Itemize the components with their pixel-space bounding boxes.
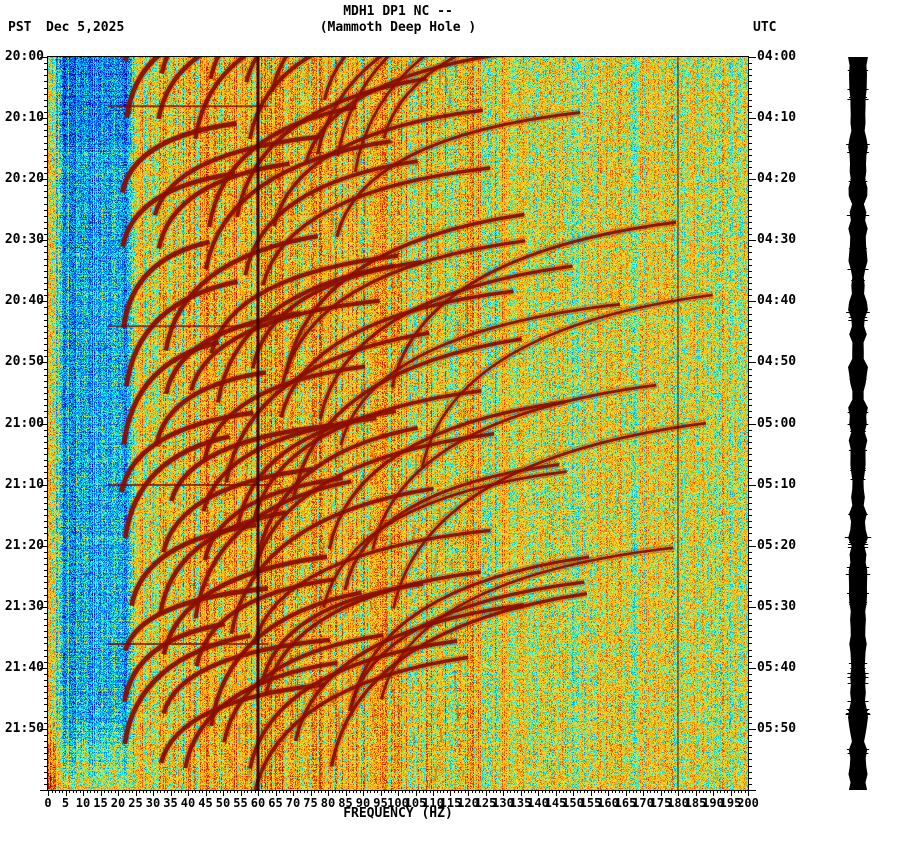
y-axis-label-right: 04:50 xyxy=(757,354,797,369)
x-axis-tick-label: 110 xyxy=(422,796,444,810)
x-axis-tick-label: 190 xyxy=(702,796,724,810)
y-axis-label-left: 21:40 xyxy=(4,660,44,675)
x-axis-tick-label: 145 xyxy=(544,796,567,810)
x-axis-tick-label: 100 xyxy=(387,796,409,810)
x-axis-tick-label: 70 xyxy=(285,796,301,810)
x-axis-tick-label: 170 xyxy=(632,796,654,810)
x-axis-tick-label: 50 xyxy=(215,796,231,810)
station-title: MDH1 DP1 NC -- xyxy=(343,4,453,19)
x-axis-tick-label: 195 xyxy=(719,796,742,810)
seismogram-trace-canvas xyxy=(843,57,873,790)
x-axis-tick-label: 140 xyxy=(527,796,549,810)
x-axis-tick-label: 65 xyxy=(268,796,283,810)
x-axis-title: FREQUENCY (HZ) xyxy=(343,806,453,821)
y-axis-label-left: 20:20 xyxy=(4,171,44,186)
x-axis-tick-label: 105 xyxy=(404,796,427,810)
x-axis-tick-label: 115 xyxy=(439,796,462,810)
x-axis-tick-label: 175 xyxy=(649,796,672,810)
y-axis-label-right: 04:20 xyxy=(757,171,797,186)
x-axis-tick-label: 0 xyxy=(44,796,52,810)
x-axis-tick-label: 35 xyxy=(163,796,178,810)
x-axis-tick-label: 40 xyxy=(180,796,196,810)
spectrogram-canvas xyxy=(48,57,748,790)
x-axis-tick-label: 5 xyxy=(61,796,70,810)
x-axis-tick-label: 120 xyxy=(457,796,479,810)
x-axis-tick-label: 25 xyxy=(128,796,143,810)
timezone-left-label: PST xyxy=(8,20,32,35)
x-axis-tick-label: 75 xyxy=(303,796,318,810)
y-axis-label-right: 04:10 xyxy=(757,110,797,125)
x-axis-tick-label: 155 xyxy=(579,796,602,810)
y-axis-label-left: 20:30 xyxy=(4,232,44,247)
x-axis-tick-label: 185 xyxy=(684,796,707,810)
x-axis-tick-label: 125 xyxy=(474,796,497,810)
y-axis-label-right: 05:30 xyxy=(757,599,797,614)
x-axis-tick-label: 55 xyxy=(233,796,248,810)
x-axis-tick-label: 45 xyxy=(198,796,213,810)
y-axis-label-left: 20:50 xyxy=(4,354,44,369)
y-axis-label-left: 21:10 xyxy=(4,477,44,492)
x-axis-tick-label: 130 xyxy=(492,796,514,810)
y-axis-label-left: 21:50 xyxy=(4,721,44,736)
y-axis-label-right: 05:10 xyxy=(757,477,797,492)
x-axis-tick-label: 15 xyxy=(93,796,108,810)
y-axis-label-left: 21:30 xyxy=(4,599,44,614)
timezone-right-label: UTC xyxy=(753,20,777,35)
x-axis-tick-label: 95 xyxy=(373,796,388,810)
x-axis-tick-label: 80 xyxy=(320,796,336,810)
y-axis-label-left: 21:00 xyxy=(4,416,44,431)
y-axis-label-right: 04:30 xyxy=(757,232,797,247)
y-axis-label-left: 20:40 xyxy=(4,293,44,308)
y-axis-label-left: 21:20 xyxy=(4,538,44,553)
y-axis-label-right: 04:00 xyxy=(757,49,797,64)
x-axis-tick-label: 20 xyxy=(110,796,126,810)
y-axis-label-left: 20:10 xyxy=(4,110,44,125)
x-axis-tick-label: 90 xyxy=(355,796,371,810)
y-axis-label-right: 04:40 xyxy=(757,293,797,308)
x-axis-tick-label: 10 xyxy=(75,796,91,810)
x-axis-tick-label: 135 xyxy=(509,796,532,810)
x-axis-tick-label: 85 xyxy=(338,796,353,810)
y-axis-label-right: 05:40 xyxy=(757,660,797,675)
y-axis-label-left: 20:00 xyxy=(4,49,44,64)
y-axis-label-right: 05:00 xyxy=(757,416,797,431)
x-axis-tick-label: 160 xyxy=(597,796,619,810)
x-axis-tick-label: 180 xyxy=(667,796,689,810)
site-subtitle: (Mammoth Deep Hole ) xyxy=(319,20,477,35)
x-axis-tick-label: 60 xyxy=(250,796,266,810)
x-axis-tick-label: 30 xyxy=(145,796,161,810)
x-axis-tick-label: 150 xyxy=(562,796,584,810)
y-axis-label-right: 05:50 xyxy=(757,721,797,736)
y-axis-label-right: 05:20 xyxy=(757,538,797,553)
x-axis-tick-label: 165 xyxy=(614,796,637,810)
x-axis-tick-label: 200 xyxy=(737,796,759,810)
